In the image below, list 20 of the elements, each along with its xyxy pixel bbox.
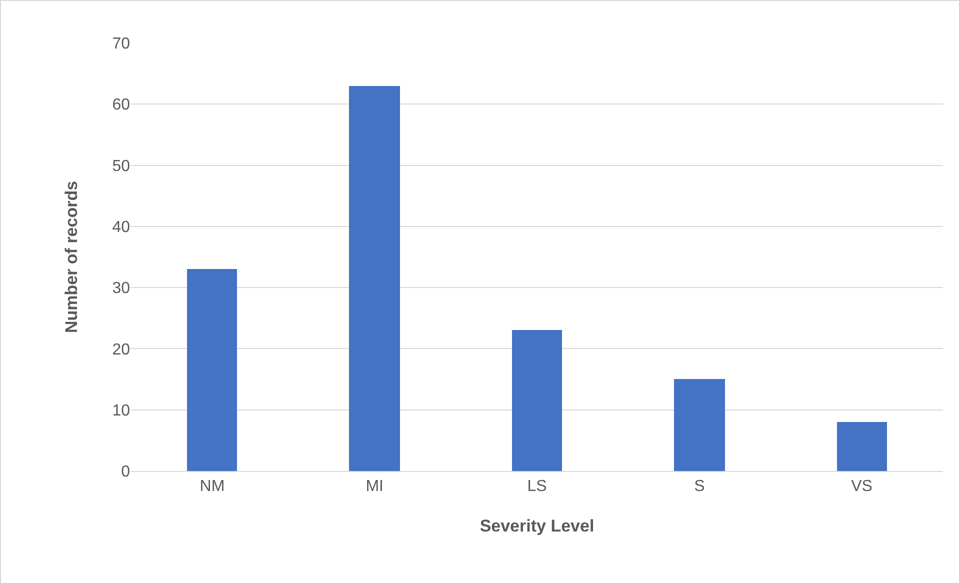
bar [837,422,887,471]
bar [512,330,562,471]
x-tick-label: VS [851,478,872,496]
x-tick-label: LS [527,478,547,496]
bar [349,86,400,471]
y-tick-label: 20 [112,341,130,358]
x-tick-label: S [694,478,705,496]
y-tick-label: 0 [121,464,130,481]
x-tick-label: MI [366,478,384,496]
y-tick-label: 40 [112,219,130,236]
y-tick-label: 60 [112,96,130,114]
y-axis-title: Number of records [62,180,81,334]
bar [187,269,237,471]
bar [674,379,725,471]
x-tick-label: NM [200,478,225,496]
x-axis-title: Severity Level [480,516,594,536]
y-tick-label: 70 [112,36,130,53]
y-tick-label: 50 [112,158,130,175]
y-tick-label: 10 [112,402,130,420]
y-tick-label: 30 [112,280,130,298]
